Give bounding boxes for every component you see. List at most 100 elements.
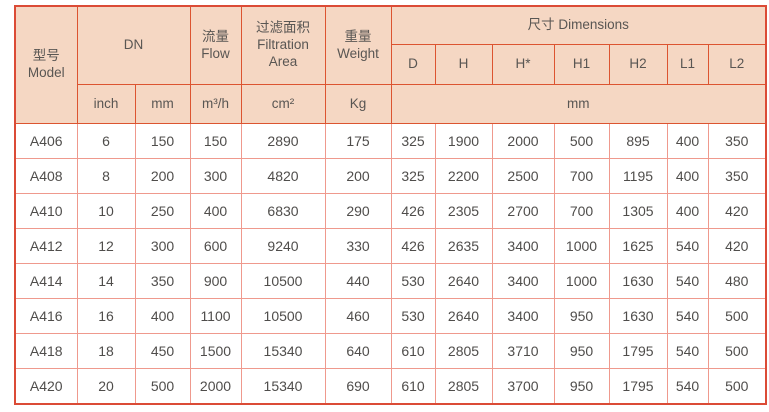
value-cell: 200 <box>134 158 191 194</box>
value-cell: 6 <box>76 123 136 159</box>
table-row: A416 16 400 1100 10500 460 530 2640 3400 950 1630 5… <box>14 298 767 334</box>
value-cell: 325 <box>390 123 436 159</box>
value-cell: 610 <box>390 333 436 369</box>
value-cell: 350 <box>707 123 767 159</box>
header-row-2: D H H* H1 H2 L1 L2 <box>15 44 767 85</box>
value-cell: 1900 <box>434 123 493 159</box>
value-cell: 2640 <box>434 298 493 334</box>
value-cell: 500 <box>134 368 191 405</box>
unit-mm: mm <box>134 84 191 124</box>
table-row: A406 6 150 150 2890 175 325 1900 2000 500 895 400 35… <box>14 123 767 159</box>
header-dim-h2: H2 <box>608 44 668 85</box>
value-cell: 450 <box>134 333 191 369</box>
table-row: A418 18 450 1500 15340 640 610 2805 3710 950 1795 5… <box>14 333 767 369</box>
value-cell: 600 <box>189 228 242 264</box>
table-row: A420 20 500 2000 15340 690 610 2805 3700 950 1795 5… <box>14 368 767 405</box>
value-cell: 300 <box>134 228 191 264</box>
value-cell: 440 <box>324 263 392 299</box>
value-cell: 1305 <box>608 193 668 229</box>
header-flow-zh: 流量 <box>202 28 229 44</box>
header-model-zh: 型号 <box>32 48 60 64</box>
value-cell: 10500 <box>240 298 326 334</box>
value-cell: 400 <box>134 298 191 334</box>
header-weight-en: Weight <box>337 45 379 61</box>
value-cell: 2640 <box>434 263 493 299</box>
value-cell: 420 <box>707 228 767 264</box>
value-cell: 460 <box>324 298 392 334</box>
value-cell: 1000 <box>553 263 610 299</box>
table-body: A406 6 150 150 2890 175 325 1900 2000 500 895 400 35… <box>14 123 767 405</box>
value-cell: 150 <box>134 123 191 159</box>
value-cell: 10 <box>76 193 136 229</box>
value-cell: 2200 <box>434 158 493 194</box>
value-cell: 1500 <box>189 333 242 369</box>
value-cell: 690 <box>324 368 392 405</box>
unit-area: cm² <box>240 84 326 124</box>
header-dim-h: H <box>434 44 493 85</box>
value-cell: 290 <box>324 193 392 229</box>
model-cell: A418 <box>14 333 78 369</box>
value-cell: 1100 <box>189 298 242 334</box>
table-row: A410 10 250 400 6830 290 426 2305 2700 700 1305 400… <box>14 193 767 229</box>
header-row-units: inch mm m³/h cm² Kg mm <box>15 84 767 124</box>
value-cell: 1625 <box>608 228 668 264</box>
value-cell: 540 <box>666 298 709 334</box>
value-cell: 250 <box>134 193 191 229</box>
value-cell: 500 <box>707 368 767 405</box>
model-cell: A420 <box>14 368 78 405</box>
value-cell: 16 <box>76 298 136 334</box>
header-dim-l1: L1 <box>666 44 709 85</box>
value-cell: 400 <box>666 123 709 159</box>
unit-flow: m³/h <box>189 84 242 124</box>
value-cell: 700 <box>553 158 610 194</box>
value-cell: 540 <box>666 368 709 405</box>
value-cell: 350 <box>134 263 191 299</box>
value-cell: 1795 <box>608 368 668 405</box>
value-cell: 3700 <box>491 368 555 405</box>
model-cell: A416 <box>14 298 78 334</box>
value-cell: 1195 <box>608 158 668 194</box>
value-cell: 640 <box>324 333 392 369</box>
header-dim-hstar: H* <box>491 44 555 85</box>
value-cell: 300 <box>189 158 242 194</box>
value-cell: 20 <box>76 368 136 405</box>
model-cell: A410 <box>14 193 78 229</box>
value-cell: 3400 <box>491 263 555 299</box>
value-cell: 1795 <box>608 333 668 369</box>
unit-inch: inch <box>76 84 136 124</box>
value-cell: 2000 <box>189 368 242 405</box>
value-cell: 2805 <box>434 368 493 405</box>
value-cell: 325 <box>390 158 436 194</box>
value-cell: 480 <box>707 263 767 299</box>
value-cell: 2305 <box>434 193 493 229</box>
value-cell: 500 <box>707 333 767 369</box>
value-cell: 4820 <box>240 158 326 194</box>
header-dim-h1: H1 <box>553 44 610 85</box>
value-cell: 330 <box>324 228 392 264</box>
value-cell: 400 <box>189 193 242 229</box>
value-cell: 540 <box>666 333 709 369</box>
value-cell: 6830 <box>240 193 326 229</box>
spec-table: 型号 Model DN 流量 Flow 过滤面积 Filtration Area… <box>14 5 767 405</box>
value-cell: 150 <box>189 123 242 159</box>
header-dim-l2: L2 <box>707 44 767 85</box>
value-cell: 950 <box>553 333 610 369</box>
value-cell: 400 <box>666 158 709 194</box>
value-cell: 426 <box>390 228 436 264</box>
value-cell: 2700 <box>491 193 555 229</box>
unit-weight: Kg <box>324 84 392 124</box>
value-cell: 900 <box>189 263 242 299</box>
value-cell: 15340 <box>240 368 326 405</box>
value-cell: 350 <box>707 158 767 194</box>
table-row: A408 8 200 300 4820 200 325 2200 2500 700 1195 400 3… <box>14 158 767 194</box>
value-cell: 2635 <box>434 228 493 264</box>
header-dn: DN <box>76 5 191 85</box>
header-area-zh: 过滤面积 <box>256 20 310 36</box>
header-flow-en: Flow <box>201 45 230 61</box>
model-cell: A412 <box>14 228 78 264</box>
value-cell: 1630 <box>608 263 668 299</box>
value-cell: 2500 <box>491 158 555 194</box>
unit-dimensions: mm <box>390 84 767 124</box>
value-cell: 895 <box>608 123 668 159</box>
header-filtration-area: 过滤面积 Filtration Area <box>240 5 326 85</box>
